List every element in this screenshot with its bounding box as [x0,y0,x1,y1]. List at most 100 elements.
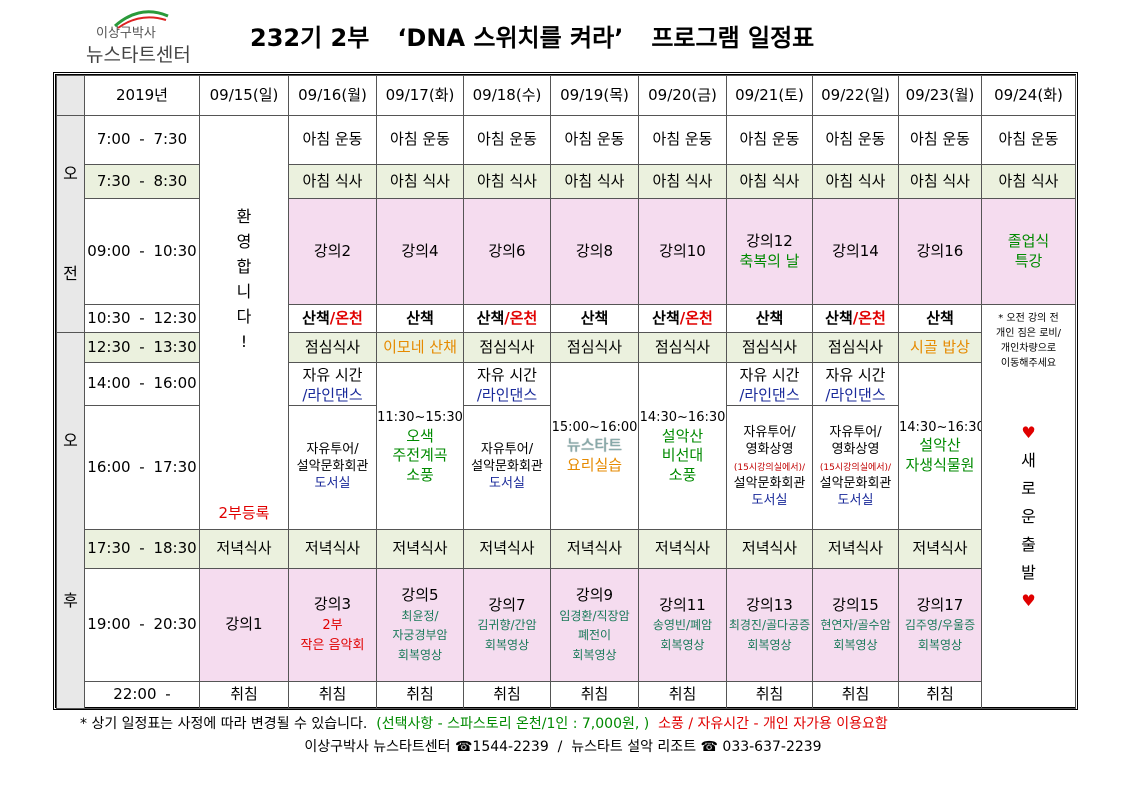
cell-line: 주전계곡 [378,446,463,466]
sleep: 취침 [288,681,377,709]
cell-text: 2019년 [116,85,168,104]
cell-text: 점심식사 [479,337,535,356]
cell-text: 저녁식사 [216,539,272,558]
cell-line: 16:00 - 17:30 [86,457,199,478]
cell-text: 산책 [406,308,434,327]
cell-text: 점심식사 [654,337,711,356]
cell-text: 취침 [580,685,609,704]
title-quote: ‘DNA 스위치를 켜라’ [397,24,624,52]
cell-text: 아침 운동 [477,130,537,149]
cell-line: 09:00 - 10:30 [86,241,199,262]
note-line: 이동해주세요 [1000,358,1057,369]
cell-text: 09:00 - 10:30 [87,241,197,260]
cell-text: 자유 시간 [739,366,800,384]
dinner: 저녁식사 [550,529,639,569]
cell-text: 아침 식사 [564,171,625,190]
cell-text: 09/22(일) [821,85,890,104]
cell-text: 14:30~16:30 [899,419,982,435]
cell-line: 회복영상 [900,635,981,655]
free-time: 자유 시간/라인댄스 [463,362,551,406]
note-line: 개인 짐은 로비/ [996,328,1061,339]
cell-text: 강의4 [401,241,439,260]
cell-line: /라인댄스 [290,386,376,405]
cell-text: 임경환/직장암 [559,608,630,623]
logo-bottom: 뉴스타트센터 [86,44,191,66]
dinner: 저녁식사 [199,529,289,569]
dinner: 저녁식사 [463,529,551,569]
breakfast: 아침 식사 [812,164,899,199]
cell-line: 강의12 [728,232,812,252]
cell-line: 09/18(수) [465,86,550,106]
welcome-char: 다 [236,307,252,326]
cell-line: 설악산 [640,427,726,447]
warning: 소풍 / 자유시간 - 개인 자가용 이용요함 [658,716,888,732]
cell-text: 아침 운동 [998,130,1059,149]
header-cell: 09/22(일) [812,75,899,116]
free-time: 자유 시간/라인댄스 [288,362,377,406]
logo-mark [114,10,169,29]
lecture: 강의10 [638,198,727,305]
cell-line: 취침 [378,685,463,705]
cell-text: 강의17 [916,595,964,614]
farewell-char: 출 [1021,535,1036,554]
cell-line: 저녁식사 [552,539,638,559]
cell-line: 졸업식 [983,232,1075,252]
cell-line: 7:30 - 8:30 [86,172,199,192]
cell-line: 2부 [290,615,376,635]
header-cell: 09/18(수) [463,75,551,116]
cell-line: 09/16(월) [290,86,376,106]
dinner: 저녁식사 [638,529,727,569]
exercise: 아침 운동 [550,115,639,165]
cell-line: 강의1 [201,615,288,635]
lecture: 강의3 2부 작은 음악회 [288,568,377,682]
cell-text: 산책 [476,308,505,327]
options: (선택사항 - 스파스토리 온천/1인 : 7,000원, ) [376,716,650,732]
cell-line: 오색 [378,427,463,447]
cell-text: 09/21(토) [735,85,804,104]
time-cell: 22:00 - [84,681,200,709]
lecture: 강의15 현연자/골수암 회복영상 [812,568,899,682]
cell-text: 15:00~16:00 [551,419,638,435]
cell-line: 산책 [900,309,981,329]
cell-text: 아침 운동 [652,130,713,149]
cell-text: 설악문화회관 [296,459,369,475]
cell-text: 16:00 - 17:30 [87,457,197,476]
cell-line: 22:00 - [86,685,199,705]
cell-text: 09/24(화) [994,85,1063,104]
cell-text: 저녁식사 [654,539,711,558]
cell-text: 강의2 [313,241,352,260]
sleep: 취침 [550,681,639,709]
cell-line: 자궁경부암 [378,625,463,645]
cell-line: 요리실습 [552,456,638,476]
cell-line: 시골 밥상 [900,338,981,358]
welcome-text: 환 영 합 니 다! [201,204,288,504]
corner-blank [56,75,85,116]
cell-line: 09/17(화) [378,86,463,106]
cell-text: 강의14 [832,241,879,260]
cell-text: 산책 [302,308,330,327]
cell-text: 회복영상 [833,637,878,652]
breakfast: 아침 식사 [550,164,639,199]
row: 7:30 - 8:30 아침 식사 아침 식사 아침 식사 아침 식사 아침 식사 아침 식… [57,164,1076,199]
cell-line: 회복영상 [640,635,726,655]
cell-line: 산책 [378,308,463,329]
schedule-table: 2019년 09/15(일) 09/16(월) 09/17(화) 09/18(수) 09/… [56,75,1076,709]
cell-text: 최경진/골다공증 [728,618,811,633]
cell-line: 10:30 - 12:30 [86,309,199,329]
cell-line: 14:30~16:30 [640,407,726,427]
cell-line: 소풍 [378,466,463,486]
outing: 11:30~15:30 오색 주전계곡 소풍 [376,362,464,530]
cell-text: 회복영상 [397,647,443,662]
breakfast: 아침 식사 [638,164,727,199]
cell-line: 산책 [552,309,638,329]
farewell-char: 발 [1021,563,1036,582]
cell-text: 설악산 [919,436,961,455]
farewell-char: 로 [1021,479,1036,498]
cell-line: 전 [58,224,84,324]
cell-line: 아침 식사 [728,172,812,192]
cell-line: 아침 식사 [640,172,726,192]
row: 16:00 - 17:30 자유투어/설악문화회관 도서실 자유투어/설악문화회관 도서… [57,405,1076,530]
dinner: 저녁식사 [898,529,982,569]
cell-line: /라인댄스 [465,386,550,405]
cell-line: 저녁식사 [900,539,981,559]
